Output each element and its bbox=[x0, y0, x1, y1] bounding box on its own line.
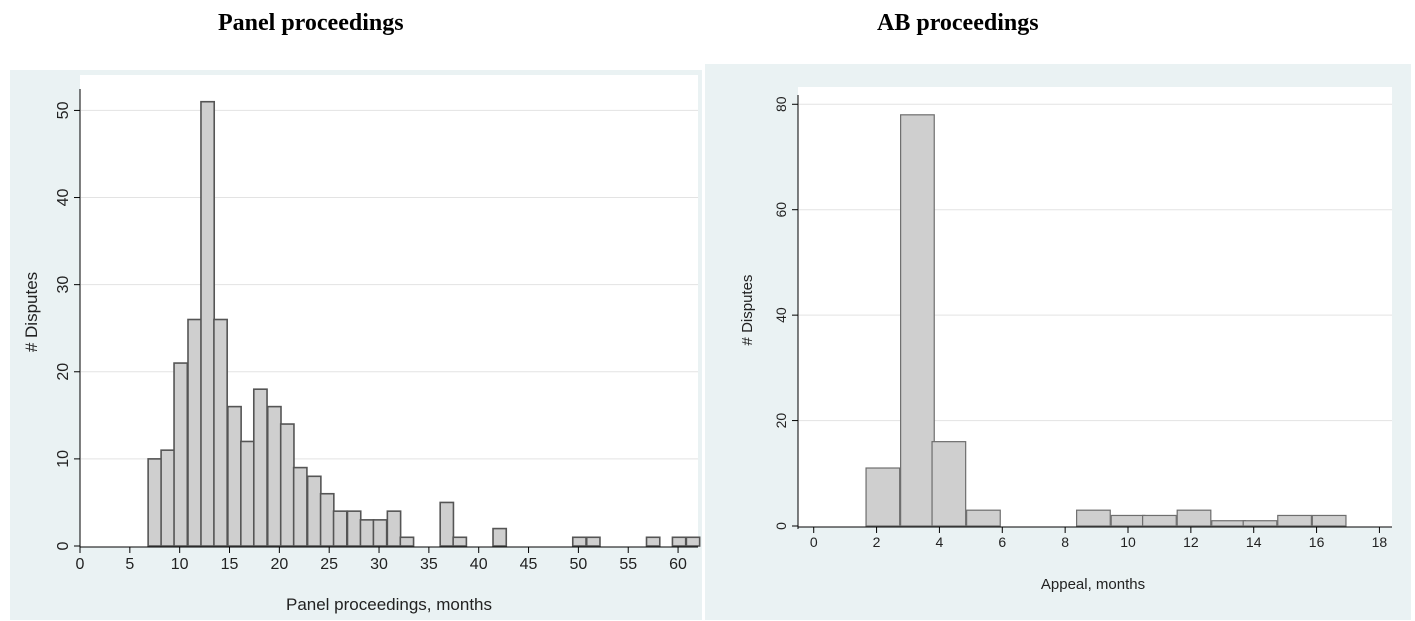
left-x-tick-label: 45 bbox=[520, 556, 538, 573]
left-bar bbox=[279, 423, 295, 547]
left-x-tick-label: 30 bbox=[370, 556, 388, 573]
left-bar bbox=[452, 536, 468, 547]
left-x-axis-label: Panel proceedings, months bbox=[286, 595, 492, 614]
left-x-tick-label: 35 bbox=[420, 556, 438, 573]
left-bar bbox=[200, 100, 216, 547]
left-bar bbox=[319, 492, 335, 547]
left-x-tick-label: 50 bbox=[569, 556, 587, 573]
left-y-tick-label: 50 bbox=[55, 101, 72, 119]
left-bar bbox=[359, 519, 375, 547]
right-chart-heading: AB proceedings bbox=[877, 10, 1039, 36]
left-bar bbox=[187, 318, 203, 547]
left-bar bbox=[386, 510, 402, 547]
left-y-axis-label: # Disputes bbox=[22, 272, 41, 352]
left-x-tick-label: 15 bbox=[221, 556, 239, 573]
left-bar bbox=[492, 527, 508, 547]
left-bar bbox=[645, 536, 661, 547]
left-y-tick-label: 30 bbox=[55, 276, 72, 294]
left-bar bbox=[372, 519, 388, 547]
left-chart-heading: Panel proceedings bbox=[218, 10, 404, 36]
left-bar bbox=[332, 510, 348, 547]
left-axes: 0 10 20 30 40 50 0 5 10 15 20 25 30 35 40 45 50 55 60 bbox=[55, 89, 698, 573]
left-bar bbox=[671, 536, 687, 547]
left-bar bbox=[240, 440, 255, 547]
left-x-tick-label: 10 bbox=[171, 556, 189, 573]
left-x-tick-label: 55 bbox=[619, 556, 637, 573]
left-bar bbox=[439, 501, 455, 547]
left-x-tick-label: 20 bbox=[270, 556, 288, 573]
left-bar bbox=[585, 536, 601, 547]
left-bars bbox=[147, 100, 701, 547]
left-bar bbox=[399, 536, 415, 547]
left-bar bbox=[213, 318, 228, 547]
left-bar bbox=[306, 475, 322, 547]
left-x-tick-label: 60 bbox=[669, 556, 687, 573]
left-x-tick-label: 25 bbox=[320, 556, 338, 573]
left-bar bbox=[571, 536, 587, 547]
left-bar bbox=[685, 536, 701, 547]
left-bar bbox=[346, 510, 362, 547]
left-bar bbox=[252, 388, 268, 547]
left-y-tick-label: 20 bbox=[55, 363, 72, 381]
left-bar bbox=[160, 449, 176, 547]
left-bar bbox=[147, 458, 163, 547]
left-bar bbox=[266, 405, 282, 547]
left-bar bbox=[173, 362, 189, 547]
left-y-tick-label: 10 bbox=[55, 450, 72, 468]
left-bar bbox=[292, 466, 308, 547]
left-y-tick-label: 40 bbox=[55, 189, 72, 207]
left-x-tick-label: 0 bbox=[76, 556, 85, 573]
left-x-tick-label: 40 bbox=[470, 556, 488, 573]
left-x-tick-label: 5 bbox=[125, 556, 134, 573]
left-bar bbox=[227, 405, 242, 547]
left-y-tick-label: 0 bbox=[55, 541, 72, 550]
